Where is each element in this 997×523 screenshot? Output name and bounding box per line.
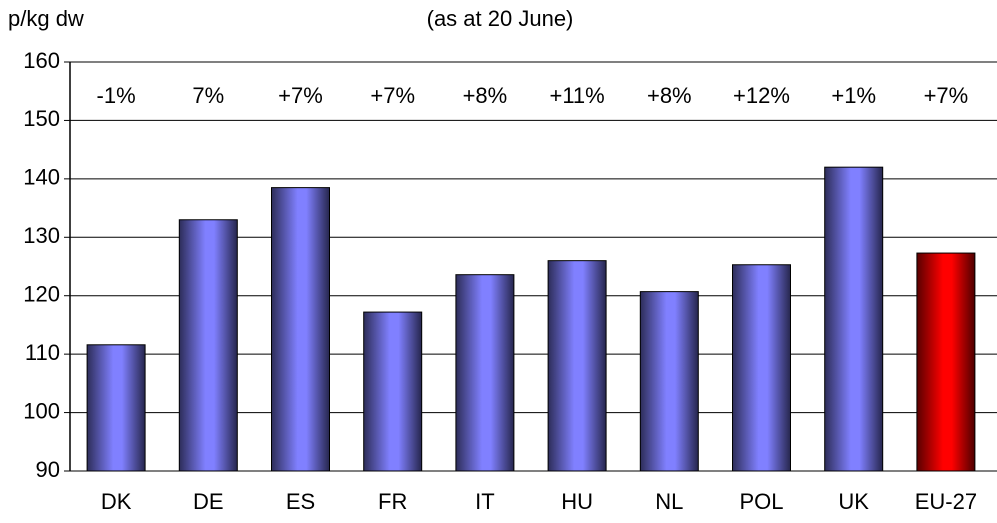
y-tick-label: 150: [23, 106, 60, 131]
y-tick-label: 100: [23, 398, 60, 423]
x-tick-label: DE: [193, 489, 224, 514]
y-tick-label: 140: [23, 165, 60, 190]
x-tick-label: NL: [655, 489, 683, 514]
bar: [363, 311, 423, 472]
x-tick-label: FR: [378, 489, 407, 514]
bar: [824, 166, 884, 472]
bar: [86, 344, 146, 472]
annotation: +12%: [733, 83, 790, 108]
bar: [732, 264, 791, 472]
bar: [178, 219, 238, 472]
x-tick-label: IT: [475, 489, 495, 514]
x-tick-label: ES: [286, 489, 315, 514]
x-tick-label: HU: [561, 489, 593, 514]
y-axis-label: p/kg dw: [8, 6, 84, 31]
x-tick-label: POL: [739, 489, 783, 514]
y-tick-label: 110: [25, 340, 60, 365]
annotation: +7%: [370, 83, 415, 108]
annotation: +7%: [278, 83, 323, 108]
y-tick-label: 130: [23, 223, 60, 248]
y-tick-label: 120: [23, 282, 60, 307]
annotation: 7%: [192, 83, 224, 108]
bar: [916, 252, 976, 472]
x-tick-label: EU-27: [915, 489, 977, 514]
bar: [271, 187, 330, 472]
bar: [639, 291, 699, 472]
bar: [547, 260, 607, 472]
annotation: +8%: [463, 83, 508, 108]
x-tick-label: DK: [101, 489, 132, 514]
x-tick-label: UK: [838, 489, 869, 514]
annotation: +8%: [647, 83, 692, 108]
chart-title: (as at 20 June): [427, 6, 574, 31]
annotation: -1%: [97, 83, 136, 108]
y-tick-label: 90: [36, 457, 60, 482]
annotation: +7%: [924, 83, 969, 108]
annotation: +1%: [831, 83, 876, 108]
bar: [455, 274, 515, 472]
annotation: +11%: [549, 83, 604, 108]
y-tick-label: 160: [23, 48, 60, 73]
